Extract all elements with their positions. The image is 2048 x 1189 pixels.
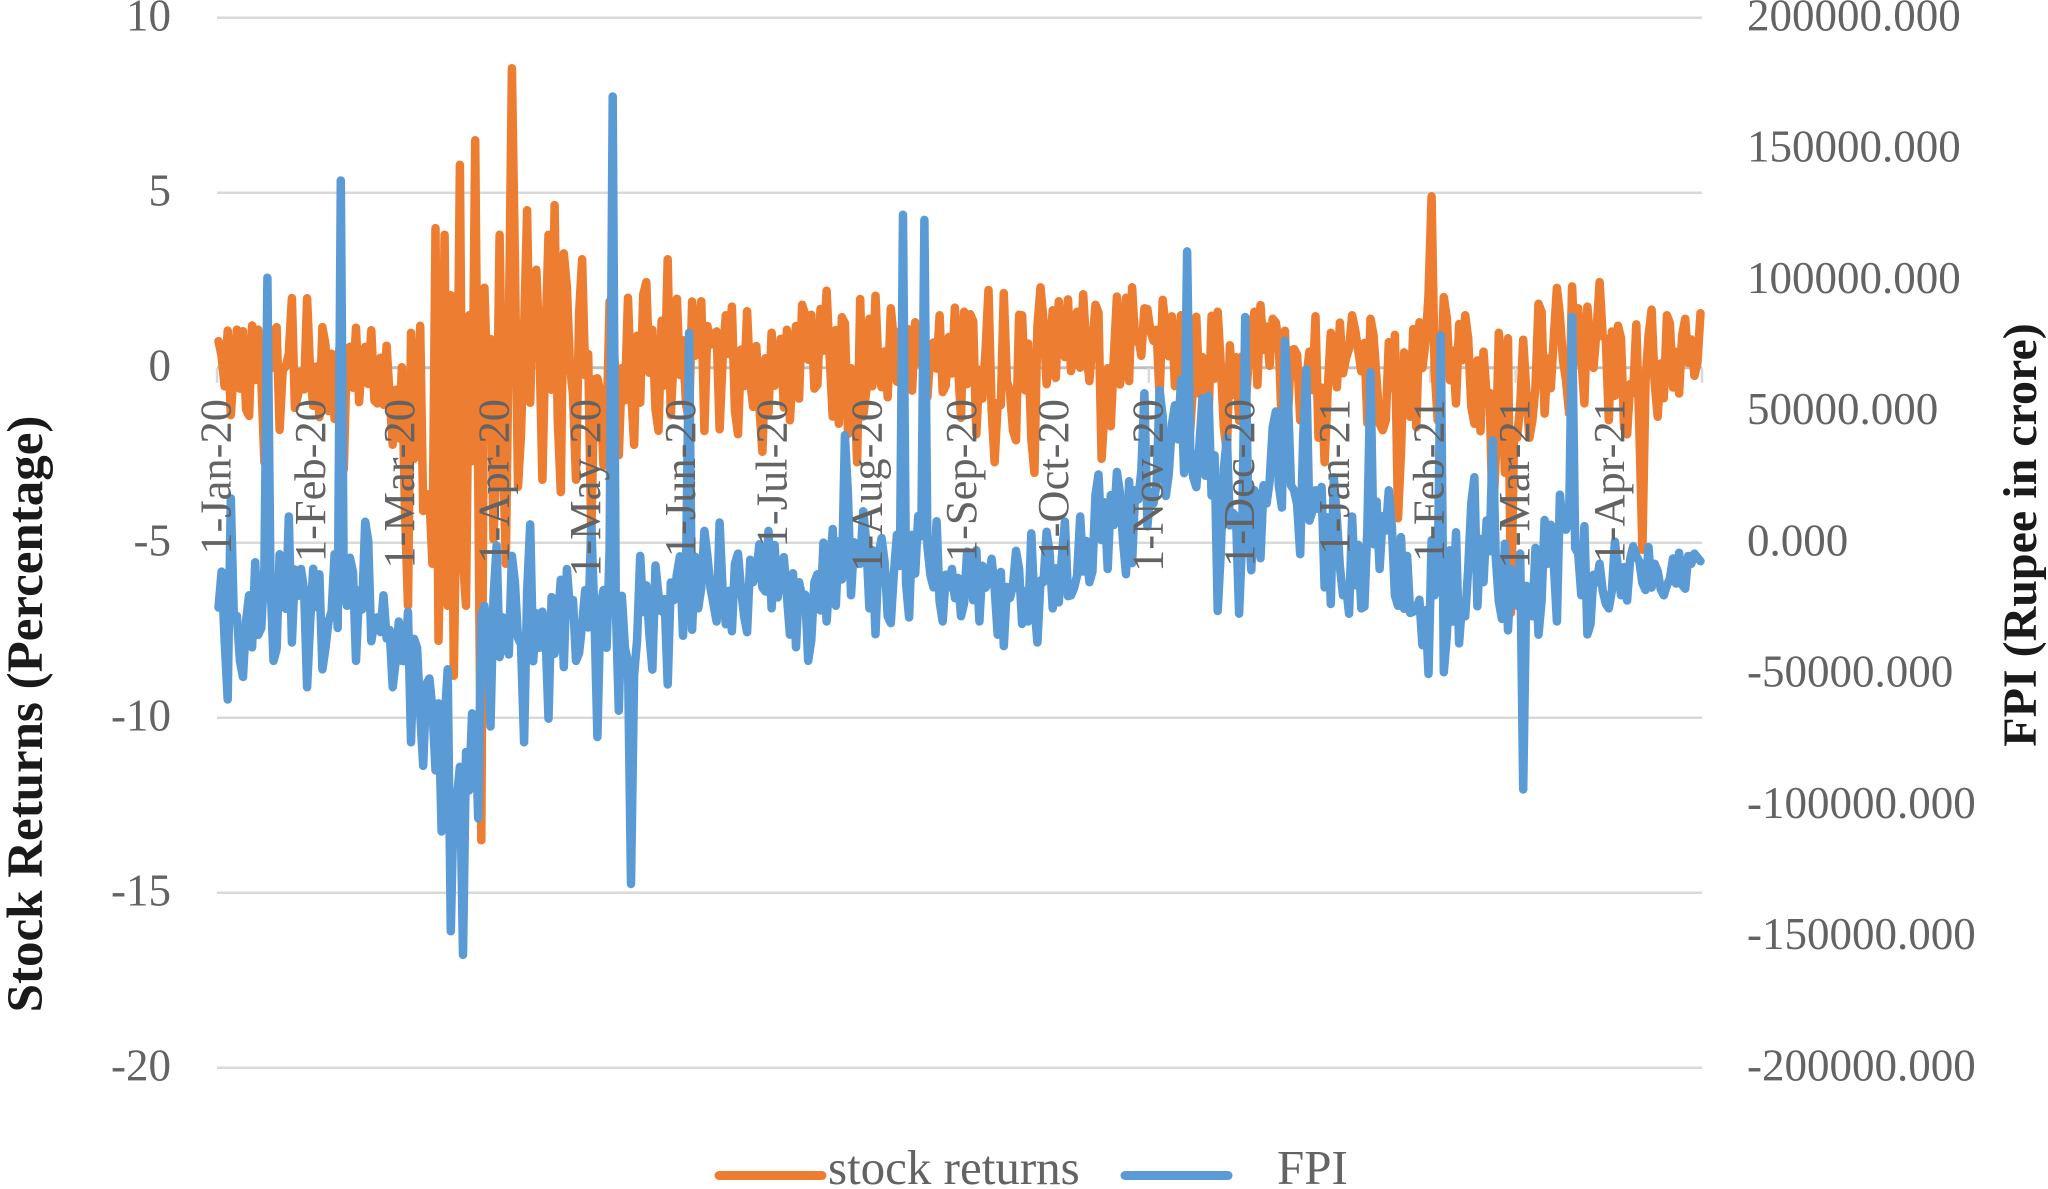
svg-text:10: 10 <box>126 0 171 40</box>
svg-text:5: 5 <box>149 165 172 215</box>
svg-text:0.000: 0.000 <box>1747 515 1848 565</box>
svg-text:1-Feb-20: 1-Feb-20 <box>285 399 335 562</box>
svg-text:1-Oct-20: 1-Oct-20 <box>1028 399 1078 560</box>
svg-text:1-Aug-20: 1-Aug-20 <box>841 399 891 572</box>
svg-text:-10: -10 <box>111 690 171 740</box>
svg-text:1-Jan-20: 1-Jan-20 <box>191 399 241 555</box>
svg-text:-100000.000: -100000.000 <box>1747 778 1976 828</box>
svg-text:-50000.000: -50000.000 <box>1747 647 1953 697</box>
svg-text:Stock Returns (Percentage): Stock Returns (Percentage) <box>0 416 54 1013</box>
svg-text:1-Dec-20: 1-Dec-20 <box>1214 399 1264 567</box>
svg-text:1-Jun-20: 1-Jun-20 <box>655 399 705 557</box>
svg-text:150000.000: 150000.000 <box>1747 122 1961 172</box>
svg-text:0: 0 <box>149 340 172 390</box>
svg-text:-5: -5 <box>134 515 172 565</box>
svg-text:1-Mar-21: 1-Mar-21 <box>1489 399 1539 569</box>
svg-text:1-Feb-21: 1-Feb-21 <box>1404 399 1454 562</box>
svg-text:FPI (Rupee in crore): FPI (Rupee in crore) <box>1994 323 2047 746</box>
svg-text:100000.000: 100000.000 <box>1747 253 1961 303</box>
svg-text:1-May-20: 1-May-20 <box>560 399 610 577</box>
svg-text:1-Apr-20: 1-Apr-20 <box>469 399 519 564</box>
svg-text:1-Sep-20: 1-Sep-20 <box>936 399 986 562</box>
svg-text:-150000.000: -150000.000 <box>1747 909 1976 959</box>
svg-text:-15: -15 <box>111 865 171 915</box>
svg-text:50000.000: 50000.000 <box>1747 384 1938 434</box>
svg-text:stock returns: stock returns <box>828 1140 1080 1189</box>
svg-text:-200000.000: -200000.000 <box>1747 1040 1976 1090</box>
svg-text:FPI: FPI <box>1277 1140 1348 1189</box>
svg-text:1-Jan-21: 1-Jan-21 <box>1309 399 1359 555</box>
svg-text:-20: -20 <box>111 1040 171 1090</box>
svg-text:1-Mar-20: 1-Mar-20 <box>374 399 424 569</box>
svg-text:1-Apr-21: 1-Apr-21 <box>1584 399 1634 564</box>
svg-text:200000.000: 200000.000 <box>1747 0 1961 40</box>
svg-text:1-Jul-20: 1-Jul-20 <box>747 399 797 547</box>
svg-text:1-Nov-20: 1-Nov-20 <box>1123 399 1173 572</box>
